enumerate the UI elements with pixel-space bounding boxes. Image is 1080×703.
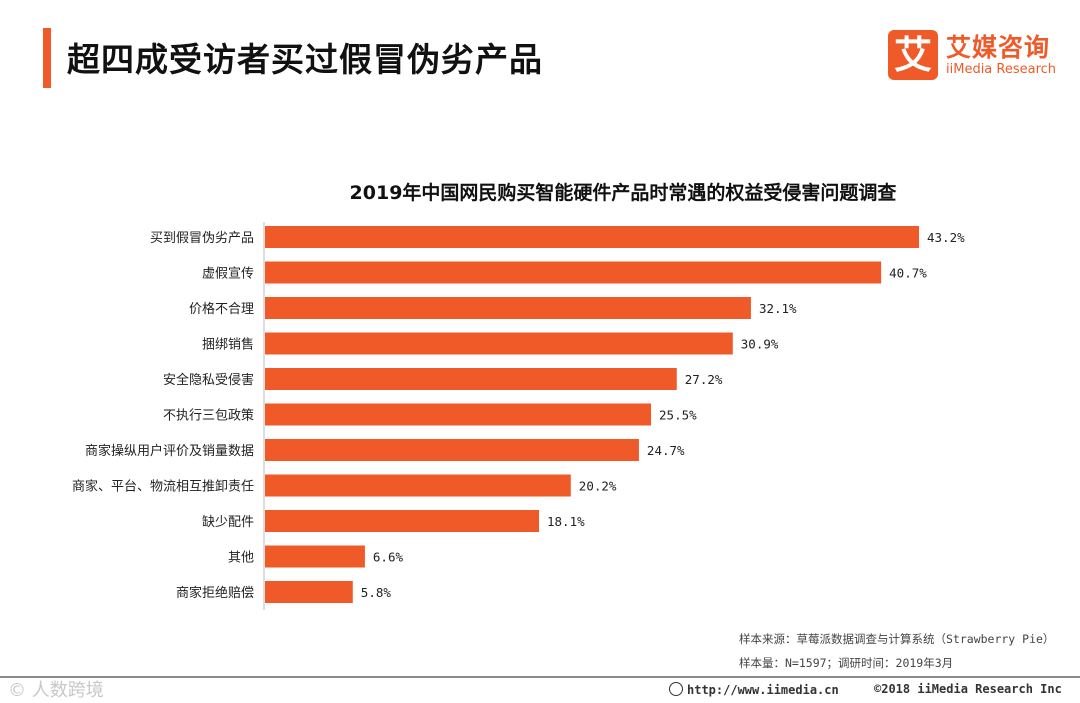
source-size-date: 样本量：N=1597；调研时间：2019年3月 [739,656,954,670]
category-label: 买到假冒伪劣产品 [150,231,254,246]
category-label: 虚假宣传 [202,266,254,282]
data-label: 18.1% [547,514,585,529]
data-label: 6.6% [373,550,404,565]
category-label: 安全隐私受侵害 [163,372,254,388]
category-label: 不执行三包政策 [163,408,254,424]
chart-title: 2019年中国网民购买智能硬件产品时常遇的权益受侵害问题调查 [350,181,898,204]
footer-url[interactable]: http://www.iimedia.cn [669,682,839,697]
bar [265,403,652,426]
data-label: 30.9% [741,337,779,352]
footer-copyright: ©2018 iiMedia Research Inc [874,682,1062,696]
bars-layer: 买到假冒伪劣产品 43.2% 虚假宣传 40.7% 价格不合理 32.1% 捆绑销售 30.9… [72,226,965,603]
globe-icon [669,682,683,696]
bar [265,510,540,532]
bar [265,261,882,284]
data-label: 40.7% [889,266,927,281]
bar [265,581,353,603]
data-label: 27.2% [685,372,723,387]
data-label: 32.1% [759,301,797,316]
source-sample: 样本来源：草莓派数据调查与计算系统（Strawberry Pie） [739,632,1055,646]
bar [265,545,365,568]
logo-name-cn: 艾媒咨询 [946,33,1051,62]
watermark: © 人数跨境 [8,680,104,701]
category-label: 其他 [228,551,254,566]
category-label: 捆绑销售 [202,337,254,353]
bar [265,439,639,461]
bar [265,226,919,248]
bar [265,368,677,390]
data-label: 43.2% [927,230,965,245]
iimedia-logo: 艾 艾媒咨询 iiMedia Research [888,28,1068,84]
title-accent-bar [43,28,51,88]
category-label: 商家操纵用户评价及销量数据 [85,443,254,459]
footer-divider [0,676,1080,678]
bar [265,332,733,355]
bar [265,474,571,497]
logo-name-en: iiMedia Research [946,62,1057,77]
data-label: 5.8% [361,585,392,600]
category-label: 价格不合理 [189,301,254,317]
logo-mark-icon: 艾 [888,30,938,80]
data-label: 20.2% [579,479,617,494]
data-label: 24.7% [647,443,685,458]
footer-url-text: http://www.iimedia.cn [687,683,839,697]
category-label: 缺少配件 [202,515,254,530]
bar [265,297,751,319]
category-label: 商家、平台、物流相互推卸责任 [72,479,254,495]
data-label: 25.5% [659,408,697,423]
category-label: 商家拒绝赔偿 [176,585,254,601]
page-title: 超四成受访者买过假冒伪劣产品 [67,40,543,79]
